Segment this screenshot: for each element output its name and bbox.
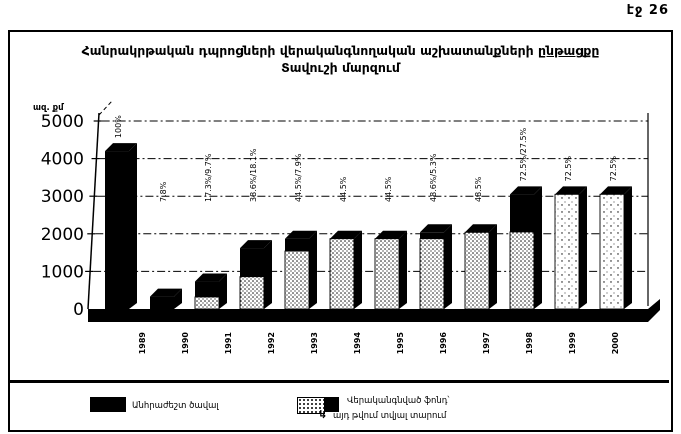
- bar-segment-restored-1992: [239, 276, 265, 310]
- bar-cap-1993: [285, 230, 317, 239]
- y-tick-label-4000: 4000: [41, 150, 84, 170]
- bar-segment-necessary-1992: [240, 248, 264, 277]
- bar-percent-label-1998: 72.5%/27.5%: [519, 127, 528, 181]
- bar-cap-1999: [555, 186, 587, 195]
- x-axis-year-label-1990: 1990: [181, 332, 190, 355]
- chart-legend-divider: [10, 380, 669, 383]
- bar-segment-necessary-1998: [510, 194, 534, 232]
- x-axis-year-label-1993: 1993: [310, 332, 319, 354]
- x-axis-year-label-1991: 1991: [224, 332, 233, 355]
- bar-cap-1994: [330, 230, 362, 239]
- bar-percent-label-1991: 17.3%/9.7%: [204, 153, 213, 202]
- chart-frame: [8, 30, 673, 432]
- chart-legend: Անհրաժեշտ ծավալ Վերականգնված ֆոնդ՝ ↳ այդ…: [0, 393, 681, 427]
- y-axis-line: [87, 112, 100, 310]
- bar-segment-restored-1998: [509, 231, 535, 310]
- bar-segment-restored-2000: [599, 193, 625, 310]
- bar-side-1993: [309, 230, 317, 309]
- y-tick-label-2000: 2000: [41, 225, 84, 245]
- bar-side-2000: [624, 186, 632, 309]
- bar-segment-necessary-1990: [150, 296, 174, 309]
- bar-side-1994: [354, 230, 362, 309]
- bar-side-1996: [444, 224, 452, 309]
- x-axis-year-label-1996: 1996: [439, 332, 448, 355]
- legend-sub-arrow-icon: ↳: [318, 408, 328, 421]
- legend-label-necessary-volume: Անհրաժեշտ ծավալ: [132, 401, 219, 411]
- bar-segment-restored-1991: [194, 296, 220, 310]
- bar-percent-label-1990: 7.8%: [159, 181, 168, 202]
- y-tick-label-0: 0: [73, 300, 84, 320]
- bar-cap-1997: [465, 224, 497, 233]
- x-axis-year-label-1998: 1998: [525, 332, 534, 355]
- bar-cap-1990: [150, 288, 182, 297]
- legend-label-restored-this-year: այդ թվում տվյալ տարում: [333, 411, 447, 421]
- bar-segment-restored-1996: [419, 238, 445, 310]
- x-axis-year-label-1992: 1992: [267, 332, 276, 354]
- bar-segment-necessary-1996: [420, 232, 444, 239]
- chart-title-underlined-word: ընթացքը: [538, 43, 600, 58]
- bar-cap-1998: [510, 186, 542, 195]
- bar-segment-necessary-1989: [105, 151, 129, 309]
- bar-segment-restored-1997: [464, 231, 490, 310]
- page-number: էջ 26: [626, 3, 669, 18]
- y-tick-label-5000: 5000: [41, 112, 84, 132]
- y-axis-unit-label: ազ. քմ: [33, 103, 64, 113]
- bar-side-1999: [579, 186, 587, 309]
- bar-cap-1991: [195, 273, 227, 282]
- bar-percent-label-1997: 48.5%: [474, 176, 483, 202]
- chart-title-line2: Տավուշի մարզում: [281, 60, 400, 75]
- x-axis-year-label-1995: 1995: [396, 332, 405, 355]
- bar-side-1997: [489, 224, 497, 309]
- bar-percent-label-1993: 44.5%/7.9%: [294, 153, 303, 202]
- bar-side-1989: [129, 143, 137, 309]
- x-axis-year-label-1999: 1999: [568, 332, 577, 355]
- bar-percent-label-1989: 100%: [114, 115, 123, 138]
- x-axis-year-label-2000: 2000: [611, 332, 620, 355]
- x-axis-year-label-1989: 1989: [138, 332, 147, 355]
- bar-side-1998: [534, 186, 542, 309]
- bar-side-1991: [219, 273, 227, 309]
- bar-side-1995: [399, 230, 407, 309]
- y-tick-label-3000: 3000: [41, 187, 84, 207]
- bar-segment-necessary-1991: [195, 281, 219, 297]
- bar-cap-1989: [105, 143, 137, 152]
- bar-percent-label-1994: 44.5%: [339, 176, 348, 202]
- bar-segment-necessary-1993: [285, 238, 309, 252]
- legend-swatch-restored-fund: [297, 397, 325, 414]
- bar-percent-label-2000: 72.5%: [609, 156, 618, 182]
- bar-segment-restored-1994: [329, 238, 355, 310]
- bar-side-1990: [174, 288, 182, 309]
- y-tick-label-1000: 1000: [41, 262, 84, 282]
- chart-3d-floor: [88, 299, 660, 322]
- legend-swatch-restored-fund-side: [325, 397, 339, 412]
- legend-label-restored-fund: Վերականգնված ֆոնդ՝: [347, 396, 450, 406]
- bar-cap-1996: [420, 224, 452, 233]
- bar-cap-2000: [600, 186, 632, 195]
- bar-percent-label-1996: 48.6%/5.3%: [429, 153, 438, 202]
- bar-percent-label-1999: 72.5%: [564, 156, 573, 182]
- bar-side-1992: [264, 240, 272, 309]
- chart-title: Հանրակրթական դպրոցների վերականգնողական ա…: [0, 42, 681, 76]
- bar-segment-restored-1993: [284, 250, 310, 310]
- bar-cap-1995: [375, 230, 407, 239]
- bar-cap-1992: [240, 240, 272, 249]
- axis-3d-corner-line: [98, 99, 114, 116]
- chart-title-line1: Հանրակրթական դպրոցների վերականգնողական ա…: [81, 43, 600, 58]
- bar-percent-label-1995: 44.5%: [384, 176, 393, 202]
- x-axis-year-label-1994: 1994: [353, 332, 362, 355]
- bar-percent-label-1992: 38.6%/18.1%: [249, 148, 258, 202]
- bar-segment-restored-1995: [374, 238, 400, 310]
- x-axis-year-label-1997: 1997: [482, 332, 491, 354]
- bar-segment-restored-1999: [554, 193, 580, 310]
- legend-swatch-necessary-volume: [90, 397, 126, 412]
